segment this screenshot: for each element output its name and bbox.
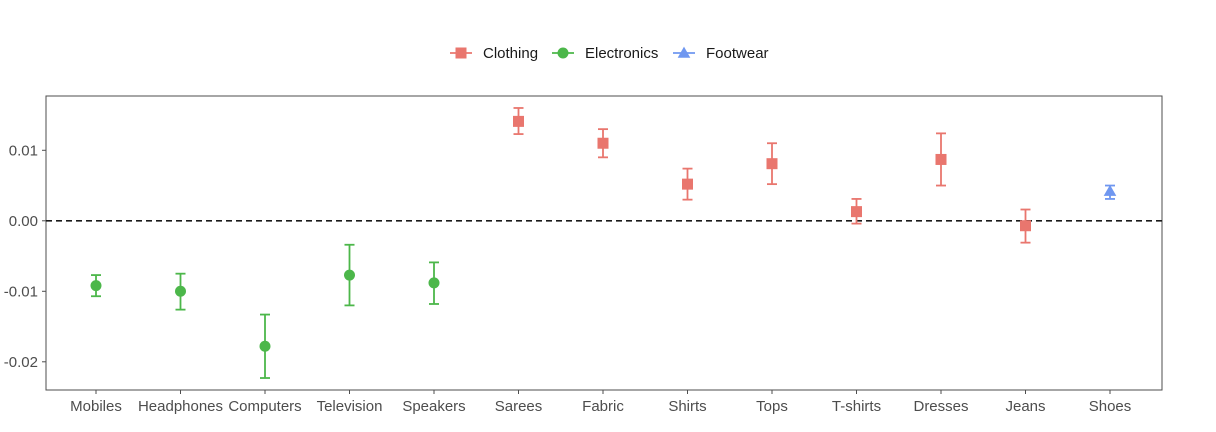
- y-axis: -0.02 -0.01 0.00 0.01: [4, 142, 46, 371]
- x-tick-label: Fabric: [582, 398, 624, 415]
- legend-label: Electronics: [585, 45, 658, 62]
- x-tick-label: Jeans: [1005, 398, 1045, 415]
- plot-marks: [90, 107, 1117, 379]
- x-tick-label: Shoes: [1089, 398, 1132, 415]
- data-point: [90, 280, 102, 292]
- data-point: [766, 158, 778, 170]
- plot-panel: [45, 95, 1163, 391]
- series-clothing: [513, 107, 1031, 244]
- y-tick-label: -0.01: [4, 283, 38, 300]
- x-tick-label: Speakers: [402, 398, 465, 415]
- x-tick-label: Computers: [228, 398, 301, 415]
- x-tick-label: Shirts: [668, 398, 706, 415]
- data-point: [428, 277, 440, 289]
- data-point: [1020, 220, 1031, 232]
- series-footwear: [1103, 184, 1117, 200]
- legend-label: Clothing: [483, 45, 538, 62]
- x-tick-label: Mobiles: [70, 398, 122, 415]
- x-tick-label: T-shirts: [832, 398, 881, 415]
- legend-label: Footwear: [706, 45, 769, 62]
- data-point: [175, 285, 186, 297]
- x-axis: Mobiles Headphones Computers Television Spea…: [70, 390, 1131, 415]
- y-tick-label: -0.02: [4, 354, 38, 371]
- legend-key-marker: [557, 47, 569, 59]
- x-tick-label: Sarees: [495, 398, 543, 415]
- x-tick-label: Dresses: [913, 398, 968, 415]
- legend-entry-clothing: Clothing: [450, 45, 538, 62]
- data-point: [682, 178, 693, 190]
- data-point: [851, 206, 862, 218]
- y-tick-label: 0.00: [9, 213, 38, 230]
- data-point: [1103, 184, 1117, 196]
- data-point: [935, 153, 947, 165]
- data-point: [513, 115, 524, 127]
- legend: Clothing Electronics Footwear: [450, 45, 769, 62]
- legend-key-marker: [455, 47, 467, 59]
- series-electronics: [90, 243, 440, 379]
- y-tick-label: 0.01: [9, 142, 38, 159]
- data-point: [259, 340, 271, 352]
- legend-entry-electronics: Electronics: [552, 45, 658, 62]
- x-tick-label: Tops: [756, 398, 788, 415]
- legend-entry-footwear: Footwear: [673, 45, 769, 62]
- x-tick-label: Television: [317, 398, 383, 415]
- data-point: [344, 269, 355, 281]
- data-point: [597, 137, 609, 149]
- legend-key-marker: [677, 46, 691, 58]
- x-tick-label: Headphones: [138, 398, 223, 415]
